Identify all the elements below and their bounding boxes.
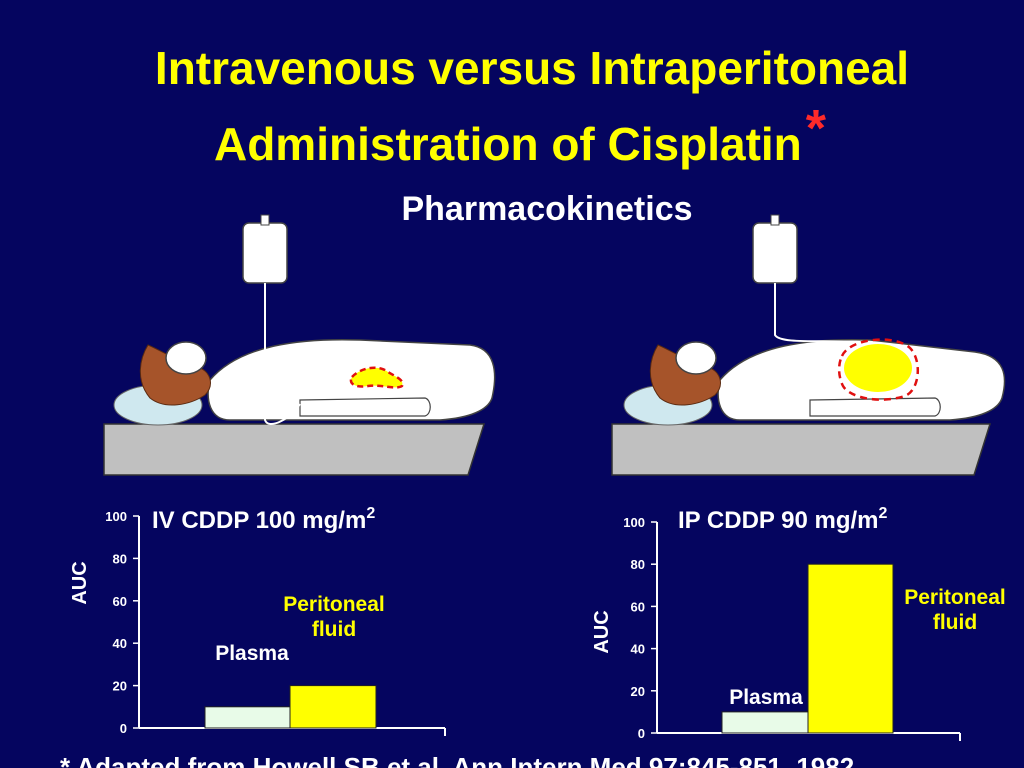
iv-illustration xyxy=(103,214,496,476)
patient-lying-icon xyxy=(649,338,1006,421)
chart-ip-title-text: IP CDDP 90 mg/m xyxy=(678,507,879,534)
chart-ip: IP CDDP 90 mg/m2 AUC 0 20 40 60 80 100 Plasma… xyxy=(591,505,1006,741)
chart-ip-y-tick-label: 100 xyxy=(623,515,645,530)
chart-ip-y-tick-label: 20 xyxy=(631,684,645,699)
chart-ip-y-tick-label: 0 xyxy=(638,726,645,741)
slide-title-line2-text: Administration of Cisplatin xyxy=(213,118,802,170)
exam-table-icon xyxy=(611,423,992,476)
chart-ip-ylabel: AUC xyxy=(591,610,613,653)
chart-iv-category-label-plasma: Plasma xyxy=(215,642,289,665)
iv-bag-icon xyxy=(242,214,301,425)
chart-ip-category-label-plasma: Plasma xyxy=(729,686,803,709)
slide-title-line1: Intravenous versus Intraperitoneal xyxy=(154,42,910,94)
iv-bag-icon xyxy=(752,214,861,343)
chart-iv-category-label-peritoneal: Peritoneal xyxy=(283,593,385,616)
fluid-blob-large xyxy=(844,344,912,392)
chart-iv-ylabel: AUC xyxy=(69,561,91,604)
chart-ip-y-tick-label: 80 xyxy=(631,557,645,572)
chart-iv-bar-plasma xyxy=(204,706,291,729)
exam-table-icon xyxy=(103,423,486,476)
patient-lying-icon xyxy=(139,338,496,421)
chart-iv-y-tick-label: 80 xyxy=(113,551,127,566)
chart-iv-title-text: IV CDDP 100 mg/m xyxy=(152,507,366,534)
ip-illustration xyxy=(611,214,1006,476)
chart-ip-y-tick-label: 60 xyxy=(631,599,645,614)
chart-ip-bar-peritoneal-fluid xyxy=(807,563,894,734)
chart-ip-category-label-peritoneal: Peritoneal xyxy=(904,586,1006,609)
chart-ip-y-tick-label: 40 xyxy=(631,642,645,657)
chart-ip-category-label-fluid: fluid xyxy=(933,611,977,634)
slide-title-line2: Administration of Cisplatin* xyxy=(8,101,1024,172)
fluid-blob-small xyxy=(349,366,404,389)
title-footnote-marker: * xyxy=(805,100,827,158)
chart-iv-title-superscript: 2 xyxy=(366,505,375,522)
footnote: * Adapted from Howell SB et al. Ann Inte… xyxy=(60,752,862,768)
chart-iv-title: IV CDDP 100 mg/m2 xyxy=(152,505,375,534)
chart-iv-y-tick-label: 60 xyxy=(113,594,127,609)
chart-iv-y-tick-label: 100 xyxy=(105,509,127,524)
chart-iv-bar-peritoneal-fluid xyxy=(289,685,377,729)
chart-iv-category-label-fluid: fluid xyxy=(312,618,356,641)
slide-subtitle: Pharmacokinetics xyxy=(401,190,693,228)
chart-iv-y-tick-label: 20 xyxy=(113,679,127,694)
chart-ip-title-superscript: 2 xyxy=(879,505,888,522)
chart-iv-y-tick-label: 0 xyxy=(120,721,127,736)
chart-iv: IV CDDP 100 mg/m2 AUC 0 20 40 60 80 100 Plasm… xyxy=(69,505,446,736)
chart-ip-bar-plasma xyxy=(721,711,809,734)
chart-iv-y-tick-label: 40 xyxy=(113,636,127,651)
chart-ip-title: IP CDDP 90 mg/m2 xyxy=(678,505,888,534)
